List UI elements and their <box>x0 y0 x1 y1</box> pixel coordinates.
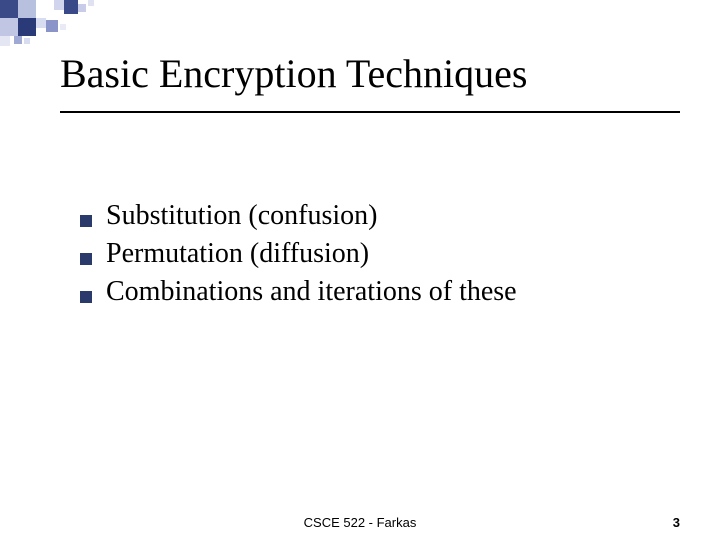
deco-square <box>14 36 22 44</box>
deco-square <box>24 38 30 44</box>
deco-square <box>54 0 64 10</box>
page-number: 3 <box>673 515 680 530</box>
content-area: Substitution (confusion) Permutation (di… <box>80 200 517 314</box>
footer-text: CSCE 522 - Farkas <box>304 515 417 530</box>
list-item: Substitution (confusion) <box>80 200 517 232</box>
corner-decoration <box>0 0 140 50</box>
deco-square <box>88 0 94 6</box>
deco-square <box>36 18 46 28</box>
bullet-icon <box>80 291 92 303</box>
deco-square <box>36 0 54 18</box>
list-item: Combinations and iterations of these <box>80 276 517 308</box>
bullet-icon <box>80 253 92 265</box>
title-underline <box>60 111 680 113</box>
deco-square <box>46 20 58 32</box>
bullet-icon <box>80 215 92 227</box>
deco-square <box>64 0 78 14</box>
deco-square <box>18 0 36 18</box>
deco-square <box>78 4 86 12</box>
deco-square <box>0 0 18 18</box>
slide-title: Basic Encryption Techniques <box>60 50 680 97</box>
list-item: Permutation (diffusion) <box>80 238 517 270</box>
list-item-text: Combinations and iterations of these <box>106 276 517 308</box>
deco-square <box>60 24 66 30</box>
deco-square <box>0 18 18 36</box>
list-item-text: Permutation (diffusion) <box>106 238 369 270</box>
deco-square <box>0 36 10 46</box>
deco-square <box>18 18 36 36</box>
list-item-text: Substitution (confusion) <box>106 200 377 232</box>
title-area: Basic Encryption Techniques <box>60 50 680 113</box>
